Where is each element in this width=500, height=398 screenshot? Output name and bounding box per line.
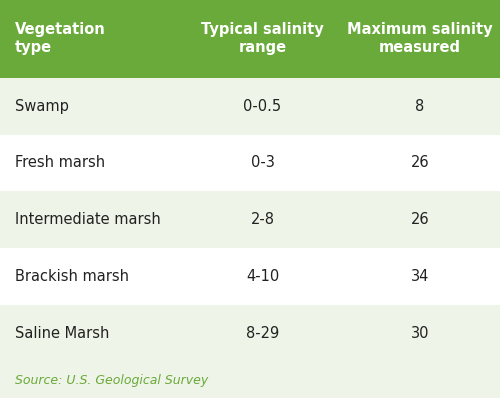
Bar (0, 305, 500, 362)
Text: Maximum salinity
measured: Maximum salinity measured (347, 22, 493, 55)
Text: Source: U.S. Geological Survey: Source: U.S. Geological Survey (15, 374, 208, 386)
Bar (0, 248, 500, 305)
Text: 0-0.5: 0-0.5 (244, 99, 282, 113)
Bar (0, 191, 500, 248)
Text: Vegetation
type: Vegetation type (15, 22, 106, 55)
Text: Swamp: Swamp (15, 99, 69, 113)
Text: Fresh marsh: Fresh marsh (15, 156, 105, 170)
Text: 0-3: 0-3 (250, 156, 274, 170)
Text: Brackish marsh: Brackish marsh (15, 269, 129, 284)
Text: 8: 8 (416, 99, 424, 113)
Text: 4-10: 4-10 (246, 269, 279, 284)
Bar (0, 78, 500, 135)
Text: Typical salinity
range: Typical salinity range (201, 22, 324, 55)
Text: 30: 30 (411, 326, 429, 341)
Text: Intermediate marsh: Intermediate marsh (15, 213, 161, 227)
Text: 34: 34 (411, 269, 429, 284)
Text: 8-29: 8-29 (246, 326, 279, 341)
Bar (0, 135, 500, 191)
Bar (0, 362, 500, 398)
Text: 2-8: 2-8 (250, 213, 274, 227)
Text: 26: 26 (410, 213, 430, 227)
Text: Saline Marsh: Saline Marsh (15, 326, 110, 341)
Text: 26: 26 (410, 156, 430, 170)
Bar (0, 0, 500, 78)
